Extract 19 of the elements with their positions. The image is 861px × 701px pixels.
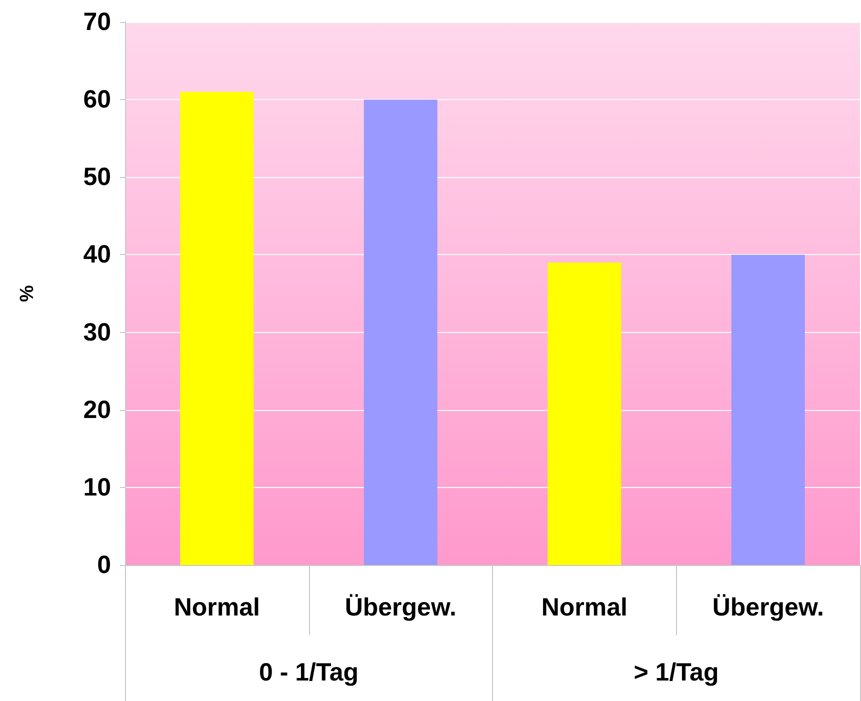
y-tick-label: 40	[83, 240, 111, 269]
y-tick-label: 20	[83, 396, 111, 424]
bar	[731, 254, 805, 565]
y-tick-label: 60	[83, 86, 111, 114]
y-tick-label: 10	[83, 473, 111, 502]
y-tick-label: 0	[97, 551, 111, 579]
bar	[364, 100, 438, 565]
x-tick-label: Normal	[174, 594, 260, 622]
text: 0 - 1/Tag	[258, 658, 359, 686]
bar	[548, 262, 622, 565]
x-tick-label: Übergew.	[712, 594, 824, 622]
y-tick-label: 30	[83, 318, 111, 346]
y-tick-label: 70	[83, 8, 111, 36]
text: > 1/Tag	[634, 658, 719, 686]
x-tick-label: Normal	[541, 594, 628, 622]
y-axis-title: %	[17, 284, 38, 302]
y-tick-label: 50	[83, 163, 111, 192]
x-tick-label: Übergew.	[344, 594, 456, 622]
bar	[180, 92, 254, 565]
